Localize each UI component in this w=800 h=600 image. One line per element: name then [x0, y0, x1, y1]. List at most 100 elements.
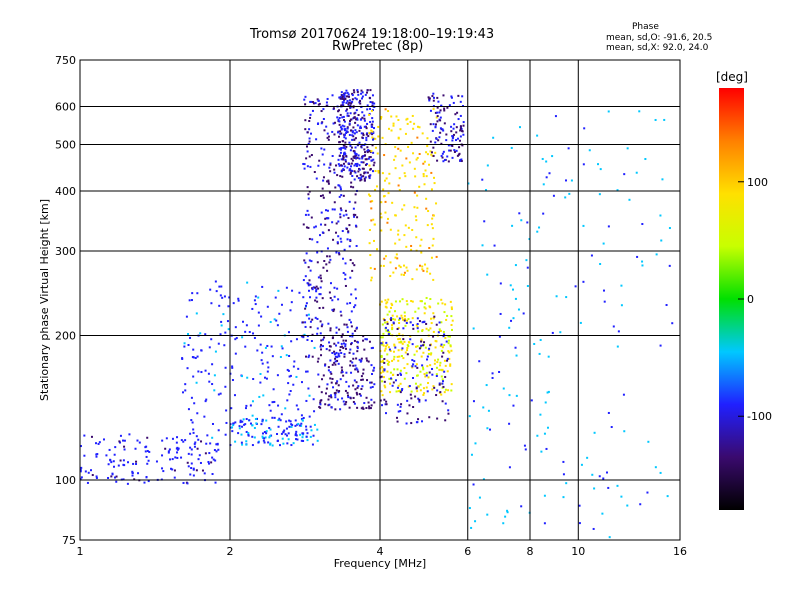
- data-point: [320, 147, 323, 150]
- data-point: [339, 408, 342, 411]
- data-point: [436, 417, 439, 420]
- data-point: [348, 99, 351, 102]
- data-point: [526, 266, 529, 269]
- data-point: [459, 129, 462, 132]
- data-point: [351, 174, 354, 177]
- data-point: [383, 257, 386, 260]
- data-point: [424, 346, 427, 349]
- data-point: [339, 148, 342, 151]
- data-point: [404, 351, 407, 354]
- phase-mean-o: mean, sd,O: -91.6, 20.5: [606, 33, 713, 43]
- data-point: [353, 215, 356, 218]
- data-point: [362, 335, 365, 338]
- chart-subtitle: RwPretec (8p): [332, 39, 424, 54]
- data-point: [341, 97, 344, 100]
- data-point: [284, 433, 287, 436]
- data-point: [303, 333, 306, 336]
- data-point: [398, 177, 401, 180]
- data-point: [416, 374, 419, 377]
- data-point: [192, 348, 195, 351]
- data-point: [394, 155, 397, 158]
- data-point: [349, 360, 352, 363]
- data-point: [360, 387, 363, 390]
- data-point: [316, 317, 319, 320]
- data-point: [95, 476, 98, 479]
- data-point: [403, 319, 406, 322]
- data-point: [390, 302, 393, 305]
- data-point: [290, 301, 293, 304]
- data-point: [342, 156, 345, 159]
- data-point: [423, 373, 426, 376]
- data-point: [165, 437, 168, 440]
- data-point: [440, 393, 443, 396]
- data-point: [188, 299, 191, 302]
- data-point: [395, 416, 398, 419]
- data-point: [231, 365, 234, 368]
- data-point: [314, 286, 317, 289]
- data-point: [334, 393, 337, 396]
- data-point: [373, 102, 376, 105]
- data-point: [224, 331, 227, 334]
- data-point: [298, 424, 301, 427]
- data-point: [380, 201, 383, 204]
- data-point: [354, 163, 357, 166]
- data-point: [360, 118, 363, 121]
- data-point: [354, 213, 357, 216]
- data-point: [414, 310, 417, 313]
- data-point: [358, 358, 361, 361]
- data-point: [372, 158, 375, 161]
- data-point: [431, 373, 434, 376]
- data-point: [349, 144, 352, 147]
- data-point: [301, 321, 304, 324]
- data-point: [580, 463, 583, 466]
- data-point: [425, 175, 428, 178]
- data-point: [355, 244, 358, 247]
- data-point: [90, 469, 93, 472]
- data-point: [392, 321, 395, 324]
- data-point: [402, 327, 405, 330]
- data-point: [327, 229, 330, 232]
- data-point: [123, 448, 126, 451]
- data-point: [425, 386, 428, 389]
- data-point: [421, 265, 424, 268]
- data-point: [365, 406, 368, 409]
- data-point: [641, 264, 644, 267]
- data-point: [190, 467, 193, 470]
- data-point: [499, 312, 502, 315]
- chart-title: Tromsø 20170624 19:18:00–19:19:43: [250, 27, 495, 42]
- data-point: [514, 346, 517, 349]
- data-point: [363, 125, 366, 128]
- data-point: [396, 327, 399, 330]
- data-point: [393, 355, 396, 358]
- data-point: [387, 329, 390, 332]
- data-point: [586, 456, 589, 459]
- data-point: [193, 445, 196, 448]
- data-point: [355, 165, 358, 168]
- data-point: [357, 154, 360, 157]
- data-point: [457, 118, 460, 121]
- data-point: [413, 167, 416, 170]
- data-point: [415, 236, 418, 239]
- data-point: [285, 420, 288, 423]
- data-point: [562, 496, 565, 499]
- data-point: [354, 388, 357, 391]
- data-point: [342, 115, 345, 118]
- data-point: [366, 146, 369, 149]
- data-point: [380, 360, 383, 363]
- data-point: [428, 416, 431, 419]
- data-point: [237, 299, 240, 302]
- data-point: [582, 224, 585, 227]
- data-point: [307, 193, 310, 196]
- data-point: [348, 200, 351, 203]
- data-point: [389, 391, 392, 394]
- data-point: [386, 362, 389, 365]
- data-point: [370, 404, 373, 407]
- data-point: [437, 331, 440, 334]
- data-point: [245, 418, 248, 421]
- data-point: [361, 385, 364, 388]
- data-point: [308, 237, 311, 240]
- data-point: [386, 322, 389, 325]
- data-point: [329, 329, 332, 332]
- data-point: [403, 377, 406, 380]
